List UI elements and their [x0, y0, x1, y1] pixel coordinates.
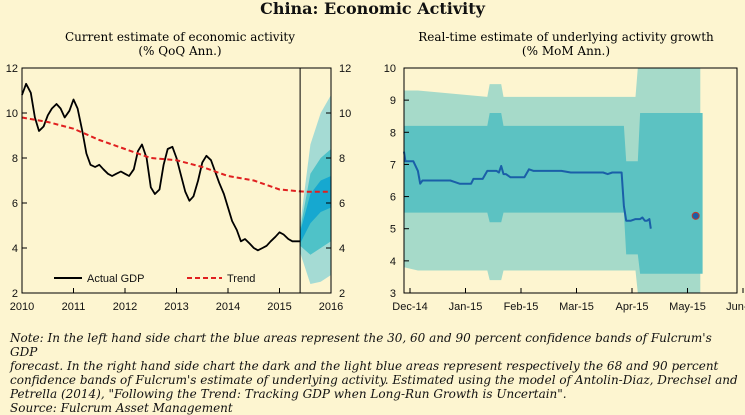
x-tick-label: 2013 [164, 301, 188, 313]
series-actual-gdp [21, 82, 301, 252]
right-series-lines [403, 151, 700, 229]
y-tick-label: 9 [390, 95, 396, 107]
last-estimate-point [691, 211, 700, 220]
y-tick-label-right: 10 [339, 108, 351, 120]
x-tick-label: 2016 [319, 301, 343, 313]
band-68pct [404, 113, 703, 274]
chart-right-activity: Real-time estimate of underlying activit… [384, 30, 745, 313]
y-tick-label-left: 2 [12, 288, 18, 300]
left-axis-ticks [21, 67, 332, 294]
note-line-4: Petrella (2014), "Following the Trend: T… [10, 387, 567, 401]
x-tick-label: 2011 [62, 301, 86, 313]
x-tick-label: Jan-15 [449, 301, 483, 313]
y-tick-label-left: 10 [6, 108, 18, 120]
left-chart-subtitle: (% QoQ Ann.) [138, 44, 221, 58]
left-plot-frame [21, 67, 332, 294]
left-axis-labels: 2 2 4 4 6 6 8 8 10 10 12 12 2010 2011 2012 2013 2014 2015… [6, 63, 352, 313]
y-tick-label-right: 2 [339, 288, 345, 300]
note-line-1: Note: In the left hand side chart the bl… [10, 331, 712, 359]
left-chart-title: Current estimate of economic activity [65, 30, 295, 44]
y-tick-label-right: 4 [339, 243, 345, 255]
y-tick-label-left: 4 [12, 243, 18, 255]
chart-notes: Note: In the left hand side chart the bl… [10, 331, 740, 415]
fan-chart-bands [300, 95, 331, 284]
y-tick-label: 5 [390, 224, 396, 236]
y-tick-label-left: 12 [6, 63, 18, 75]
x-tick-label: Feb-15 [504, 301, 539, 313]
y-tick-label-right: 6 [339, 198, 345, 210]
x-tick-label: Dec-14 [392, 301, 427, 313]
right-axis-labels: 3 4 5 6 7 8 9 10 Dec-14 Jan-15 Feb-15 Mar-15 Apr-15 M… [384, 63, 745, 313]
y-tick-label-right: 12 [339, 63, 351, 75]
page-title: China: Economic Activity [260, 0, 485, 18]
y-tick-label: 10 [384, 63, 396, 75]
x-tick-label: 2012 [113, 301, 137, 313]
x-tick-label: 2014 [216, 301, 240, 313]
x-tick-label: May-15 [669, 301, 706, 313]
fan-band-30pct [300, 176, 331, 244]
x-tick-label: 2015 [267, 301, 291, 313]
legend-label-trend: Trend [227, 273, 255, 285]
y-tick-label: 3 [390, 288, 396, 300]
left-legend: Actual GDP Trend [54, 273, 255, 285]
right-plot-frame [403, 67, 738, 294]
y-tick-label-left: 8 [12, 153, 18, 165]
series-real-time-estimate [403, 151, 652, 229]
note-line-3: confidence bands of Fulcrum's estimate o… [10, 373, 738, 387]
y-tick-label: 7 [390, 159, 396, 171]
y-tick-label-left: 6 [12, 198, 18, 210]
left-series-lines [21, 82, 331, 252]
note-line-2: forecast. In the right hand side chart t… [10, 359, 719, 373]
x-tick-label: Apr-15 [615, 301, 648, 313]
y-tick-label: 4 [390, 256, 396, 268]
legend-label-actual-gdp: Actual GDP [87, 273, 144, 285]
y-tick-label-right: 8 [339, 153, 345, 165]
right-chart-subtitle: (% MoM Ann.) [522, 44, 610, 58]
x-tick-label: Mar-15 [559, 301, 594, 313]
x-tick-label: 2010 [10, 301, 34, 313]
y-tick-label: 6 [390, 192, 396, 204]
confidence-bands [404, 68, 703, 293]
y-tick-label: 8 [390, 127, 396, 139]
x-tick-label: Jun-15 [726, 301, 745, 313]
right-chart-title: Real-time estimate of underlying activit… [418, 30, 714, 44]
chart-left-gdp: Current estimate of economic activity (%… [6, 30, 352, 313]
note-source: Source: Fulcrum Asset Management [10, 401, 233, 415]
series-trend [21, 116, 331, 193]
